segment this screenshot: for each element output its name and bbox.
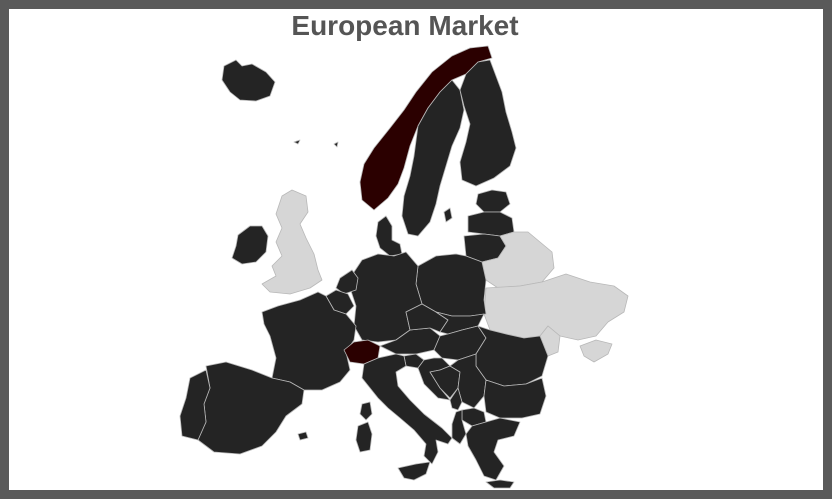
map-title: European Market xyxy=(291,10,519,41)
country-finland[interactable] xyxy=(459,59,517,187)
country-ukraine-crimea[interactable] xyxy=(579,339,613,363)
country-portugal[interactable] xyxy=(179,369,211,441)
country-gotland[interactable] xyxy=(443,207,453,223)
country-sicily[interactable] xyxy=(397,461,431,481)
country-denmark[interactable] xyxy=(375,215,403,257)
country-corsica[interactable] xyxy=(359,401,373,421)
country-sweden[interactable] xyxy=(401,79,465,237)
country-switzerland[interactable] xyxy=(343,339,381,365)
country-united-kingdom[interactable] xyxy=(261,189,323,295)
country-crete[interactable] xyxy=(485,479,515,489)
country-mallorca[interactable] xyxy=(297,431,309,441)
country-latvia[interactable] xyxy=(467,211,515,237)
country-ireland[interactable] xyxy=(231,225,269,265)
country-faroe xyxy=(293,139,301,145)
country-bulgaria[interactable] xyxy=(483,377,547,419)
country-sardinia[interactable] xyxy=(355,421,373,453)
country-estonia[interactable] xyxy=(475,189,511,213)
country-iceland[interactable] xyxy=(221,59,276,102)
country-shetland xyxy=(333,141,339,148)
country-italy[interactable] xyxy=(361,353,453,465)
country-france[interactable] xyxy=(261,291,357,391)
country-greece[interactable] xyxy=(465,417,521,481)
country-albania[interactable] xyxy=(451,409,467,445)
country-montenegro[interactable] xyxy=(449,387,463,411)
country-netherlands[interactable] xyxy=(335,269,359,295)
